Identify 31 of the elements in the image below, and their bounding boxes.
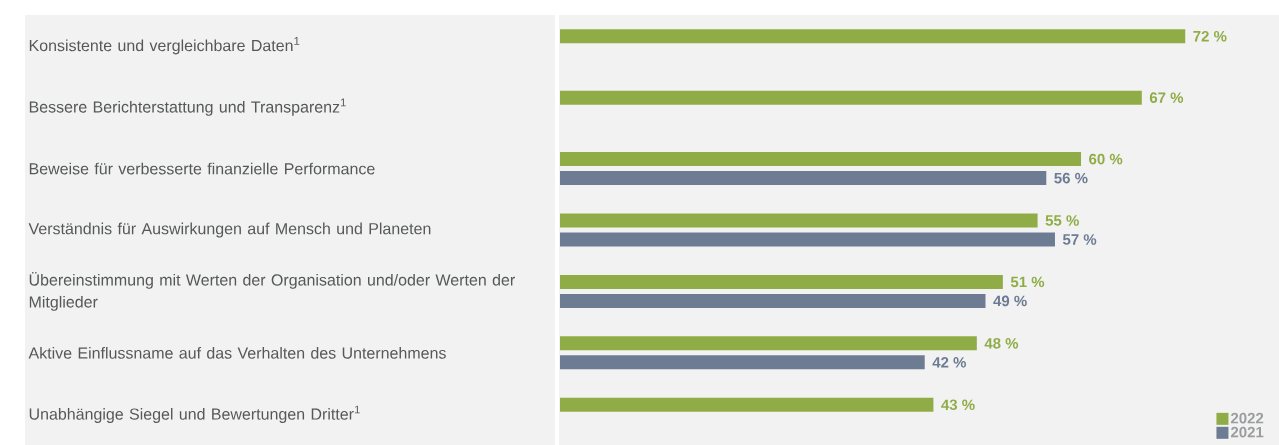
data-label: 67 %	[1149, 92, 1184, 103]
legend-label: 2021	[1230, 426, 1264, 438]
bar	[560, 336, 977, 351]
bar	[560, 232, 1055, 247]
bar	[560, 171, 1047, 186]
y-tick-label: Aktive Einflussname auf das Verhalten des Unternehmens	[28, 346, 446, 359]
legend-label: 2022	[1230, 412, 1264, 424]
bar	[560, 152, 1082, 167]
bar	[560, 355, 925, 370]
y-tick-label: Konsistente und vergleichbare Daten$^{1}$	[29, 37, 300, 55]
data-label: 42 %	[932, 357, 967, 368]
y-tick-label: Verständnis für Auswirkungen auf Mensch und Planeten	[28, 222, 431, 238]
data-label: 43 %	[941, 399, 975, 411]
bar	[560, 293, 986, 308]
y-tick-label: Unabhängige Siegel und Bewertungen Dritter$^{1}$	[29, 405, 360, 423]
data-label: 56 %	[1054, 172, 1088, 184]
bar	[560, 213, 1038, 228]
data-label: 51 %	[1010, 276, 1045, 288]
data-label: 48 %	[984, 338, 1019, 349]
data-label: 55 %	[1045, 215, 1079, 226]
y-tick-label: Übereinstimmung mit Werten der Organisation und/oder Werten der Mitglieder	[29, 272, 515, 311]
y-tick-label: Beweise für verbesserte finanzielle Performance	[29, 162, 375, 175]
bar	[560, 397, 934, 412]
bar	[560, 29, 1186, 44]
bar	[560, 274, 1003, 289]
y-tick-label: Bessere Berichterstattung und Transparenz$^{1}$	[29, 98, 346, 116]
data-label: 57 %	[1062, 234, 1097, 245]
data-label: 49 %	[993, 295, 1027, 307]
data-label: 72 %	[1193, 30, 1227, 42]
bar	[560, 90, 1142, 105]
data-label: 60 %	[1089, 153, 1123, 165]
